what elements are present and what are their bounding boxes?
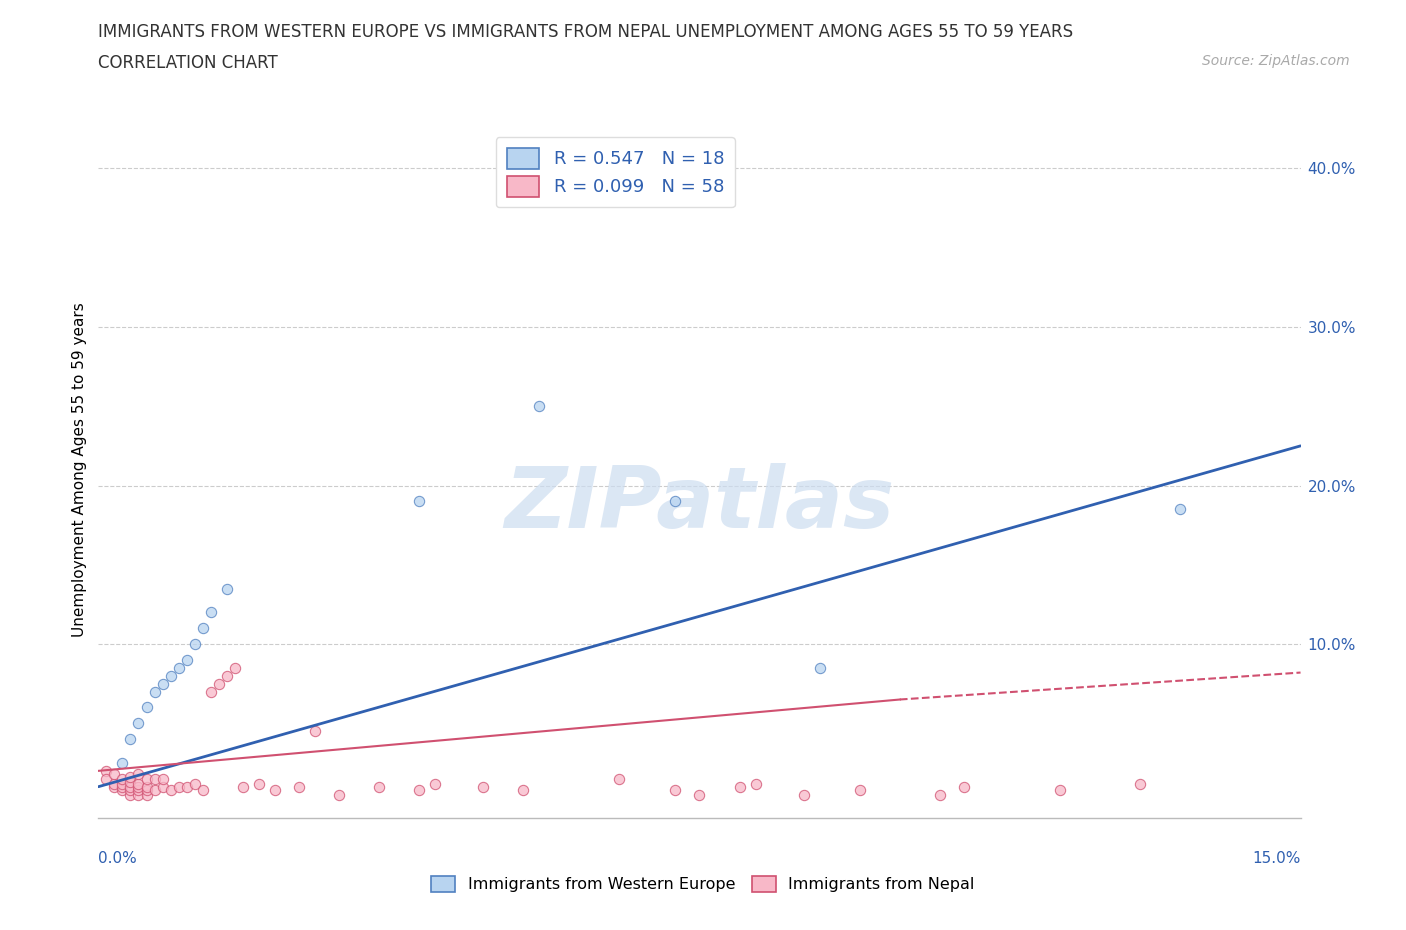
Point bbox=[728, 779, 751, 794]
Text: CORRELATION CHART: CORRELATION CHART bbox=[98, 54, 278, 72]
Point bbox=[232, 779, 254, 794]
Text: Source: ZipAtlas.com: Source: ZipAtlas.com bbox=[1202, 54, 1350, 68]
Point bbox=[152, 771, 174, 786]
Point bbox=[159, 782, 181, 797]
Point bbox=[143, 782, 166, 797]
Point bbox=[176, 653, 198, 668]
Point bbox=[224, 660, 246, 675]
Point bbox=[120, 770, 142, 785]
Text: 15.0%: 15.0% bbox=[1253, 851, 1301, 866]
Y-axis label: Unemployment Among Ages 55 to 59 years: Unemployment Among Ages 55 to 59 years bbox=[72, 302, 87, 637]
Point bbox=[247, 776, 270, 790]
Point bbox=[167, 779, 190, 794]
Point bbox=[191, 620, 214, 635]
Point bbox=[103, 776, 125, 790]
Point bbox=[664, 494, 686, 509]
Point bbox=[111, 771, 134, 786]
Point bbox=[120, 732, 142, 747]
Point bbox=[135, 771, 157, 786]
Point bbox=[472, 779, 495, 794]
Point bbox=[135, 779, 157, 794]
Point bbox=[512, 782, 534, 797]
Point bbox=[128, 779, 150, 794]
Point bbox=[689, 787, 711, 802]
Legend: Immigrants from Western Europe, Immigrants from Nepal: Immigrants from Western Europe, Immigran… bbox=[425, 870, 981, 898]
Point bbox=[135, 787, 157, 802]
Point bbox=[128, 766, 150, 781]
Point bbox=[96, 764, 118, 778]
Point bbox=[529, 399, 551, 414]
Point bbox=[793, 787, 815, 802]
Point bbox=[167, 660, 190, 675]
Point bbox=[120, 782, 142, 797]
Point bbox=[111, 755, 134, 770]
Point bbox=[143, 684, 166, 699]
Point bbox=[288, 779, 311, 794]
Legend: R = 0.547   N = 18, R = 0.099   N = 58: R = 0.547 N = 18, R = 0.099 N = 58 bbox=[496, 137, 735, 207]
Point bbox=[1170, 502, 1192, 517]
Point bbox=[128, 787, 150, 802]
Point bbox=[208, 676, 231, 691]
Point bbox=[953, 779, 976, 794]
Text: 0.0%: 0.0% bbox=[98, 851, 138, 866]
Point bbox=[200, 684, 222, 699]
Text: ZIPatlas: ZIPatlas bbox=[505, 463, 894, 546]
Point bbox=[744, 776, 766, 790]
Point bbox=[183, 636, 205, 651]
Point bbox=[111, 782, 134, 797]
Point bbox=[120, 787, 142, 802]
Point bbox=[304, 724, 326, 738]
Point bbox=[263, 782, 285, 797]
Point bbox=[128, 716, 150, 731]
Point bbox=[1129, 776, 1152, 790]
Point bbox=[135, 700, 157, 715]
Point bbox=[152, 676, 174, 691]
Point bbox=[176, 779, 198, 794]
Point bbox=[215, 581, 238, 596]
Point bbox=[135, 782, 157, 797]
Point bbox=[143, 771, 166, 786]
Point bbox=[423, 776, 446, 790]
Point bbox=[120, 779, 142, 794]
Text: IMMIGRANTS FROM WESTERN EUROPE VS IMMIGRANTS FROM NEPAL UNEMPLOYMENT AMONG AGES : IMMIGRANTS FROM WESTERN EUROPE VS IMMIGR… bbox=[98, 23, 1074, 41]
Point bbox=[368, 779, 391, 794]
Point bbox=[103, 766, 125, 781]
Point bbox=[183, 776, 205, 790]
Point bbox=[96, 771, 118, 786]
Point bbox=[111, 779, 134, 794]
Point bbox=[609, 771, 631, 786]
Point bbox=[200, 604, 222, 619]
Point bbox=[111, 776, 134, 790]
Point bbox=[152, 779, 174, 794]
Point bbox=[849, 782, 872, 797]
Point bbox=[128, 782, 150, 797]
Point bbox=[929, 787, 952, 802]
Point bbox=[191, 782, 214, 797]
Point bbox=[215, 669, 238, 684]
Point bbox=[808, 660, 831, 675]
Point bbox=[328, 787, 350, 802]
Point bbox=[408, 494, 430, 509]
Point bbox=[408, 782, 430, 797]
Point bbox=[128, 776, 150, 790]
Point bbox=[1049, 782, 1071, 797]
Point bbox=[103, 779, 125, 794]
Point bbox=[120, 775, 142, 790]
Point bbox=[664, 782, 686, 797]
Point bbox=[159, 669, 181, 684]
